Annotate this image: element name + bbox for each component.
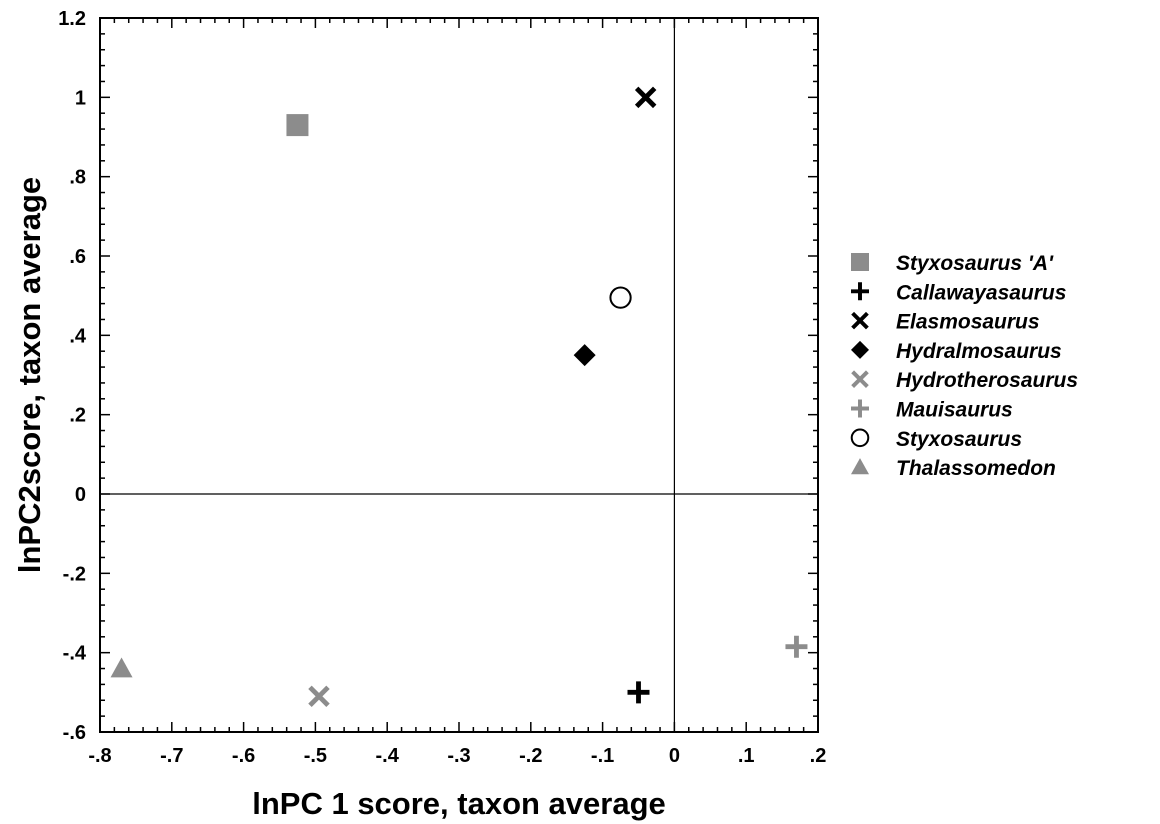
data-point (308, 685, 330, 708)
x-tick-label: .1 (738, 745, 755, 767)
axis-ticks (99, 17, 819, 733)
plot-frame (99, 17, 819, 733)
data-point (785, 635, 808, 658)
x-tick-label: -.2 (519, 745, 542, 767)
y-tick-label: 1 (75, 87, 86, 109)
x-tick-label: 0 (669, 745, 680, 767)
legend-marker (851, 399, 869, 418)
zero-lines (100, 18, 818, 732)
y-tick-label: 0 (75, 484, 86, 506)
y-tick-label: -.4 (63, 643, 87, 665)
x-tick-label: -.5 (304, 745, 327, 767)
x-tick-labels: -.8 -.7 -.6 -.5 -.4 -.3 -.2 -.1 0 .1 .2 (88, 745, 826, 767)
x-tick-label: -.6 (232, 745, 255, 767)
legend-label: Styxosaurus 'A' (896, 252, 1054, 275)
legend-label: Hydralmosaurus (896, 340, 1062, 363)
legend-label: Mauisaurus (896, 399, 1013, 422)
x-tick-label: -.8 (88, 745, 111, 767)
x-tick-label: -.4 (376, 745, 400, 767)
y-tick-label: -.2 (63, 563, 86, 585)
data-point (110, 657, 133, 678)
legend-label: Styxosaurus (896, 428, 1022, 451)
legend-marker (851, 458, 869, 475)
x-axis-title: lnPC 1 score, taxon average (252, 786, 666, 821)
y-tick-label: -.6 (63, 722, 86, 744)
x-tick-label: .2 (810, 745, 827, 767)
data-points (110, 86, 808, 708)
legend-marker (850, 428, 870, 448)
legend-marker (851, 282, 869, 301)
data-point (627, 681, 650, 704)
legend: Styxosaurus 'A' Callawayasaurus Elasmosaur… (850, 252, 1078, 480)
y-axis-title: lnPC2score, taxon average (12, 177, 47, 573)
data-point (609, 286, 632, 309)
legend-label: Elasmosaurus (896, 311, 1040, 334)
legend-label: Hydrotherosaurus (896, 369, 1078, 392)
data-point (573, 344, 596, 367)
legend-label: Callawayasaurus (896, 281, 1066, 304)
data-point (634, 86, 657, 109)
y-tick-label: .2 (69, 405, 86, 427)
legend-marker (851, 340, 869, 359)
x-tick-label: -.1 (591, 745, 614, 767)
legend-marker (851, 311, 869, 330)
legend-marker (851, 370, 869, 388)
x-tick-label: -.7 (160, 745, 183, 767)
y-tick-label: 1.2 (58, 8, 86, 30)
y-tick-label: .4 (69, 325, 87, 347)
data-point (286, 114, 309, 137)
y-tick-label: .6 (69, 246, 86, 268)
legend-marker (851, 253, 869, 271)
y-tick-labels: -.6 -.4 -.2 0 .2 .4 .6 .8 1 1.2 (58, 8, 87, 744)
x-tick-label: -.3 (447, 745, 470, 767)
y-tick-label: .8 (69, 167, 86, 189)
legend-label: Thalassomedon (896, 457, 1056, 480)
